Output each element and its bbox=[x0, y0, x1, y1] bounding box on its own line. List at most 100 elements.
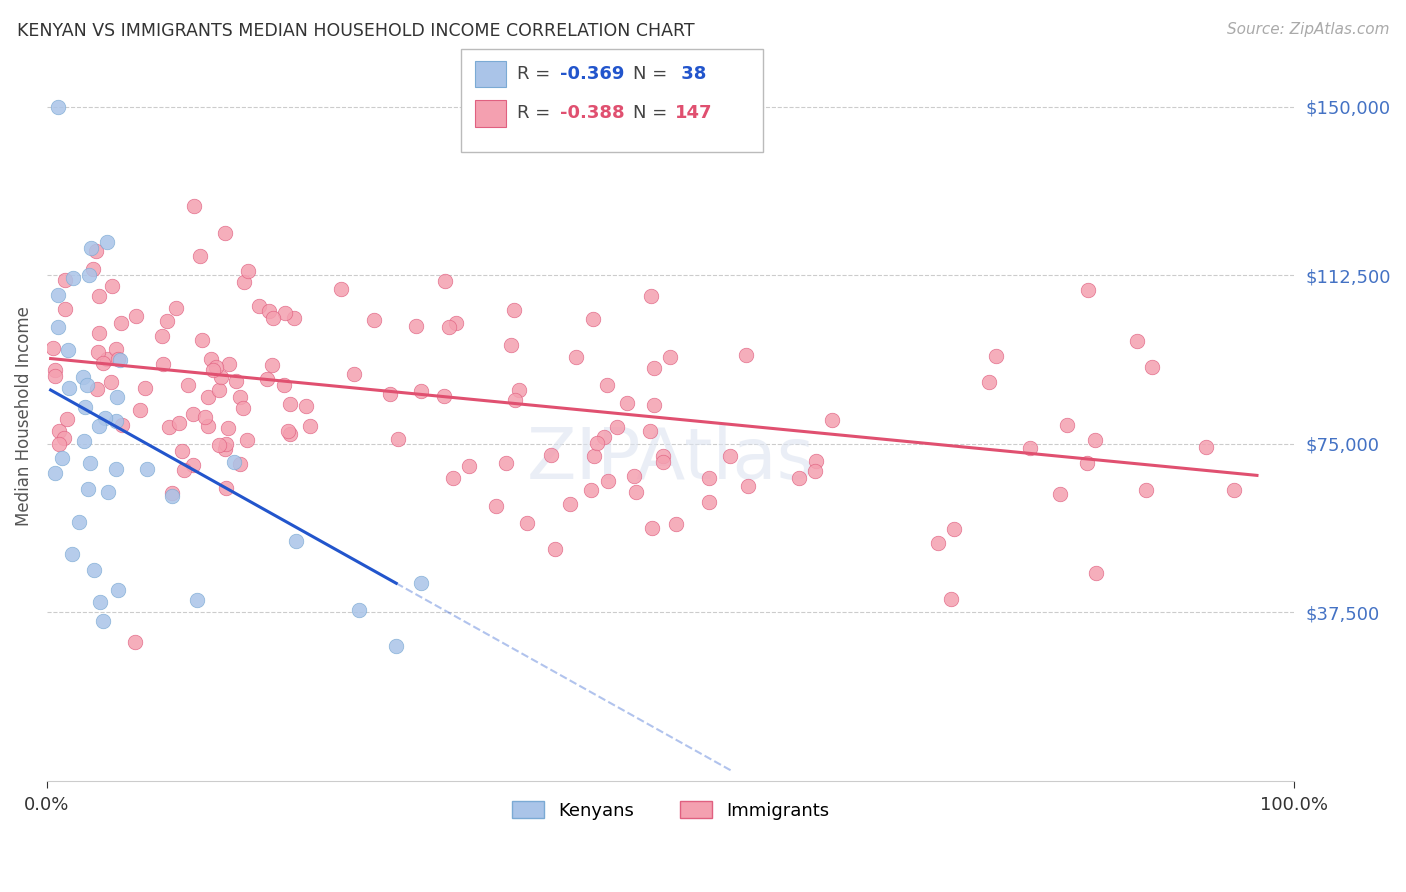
Point bbox=[44, 369, 66, 384]
Point bbox=[194, 410, 217, 425]
Point bbox=[79, 457, 101, 471]
Point bbox=[67, 515, 90, 529]
Point bbox=[83, 563, 105, 577]
Point bbox=[283, 310, 305, 325]
Point bbox=[439, 320, 461, 334]
Point bbox=[80, 241, 103, 255]
Point bbox=[44, 363, 66, 377]
Text: R =: R = bbox=[517, 65, 557, 83]
Point bbox=[540, 448, 562, 462]
Point bbox=[640, 289, 662, 303]
Point bbox=[616, 396, 638, 410]
Text: 38: 38 bbox=[675, 65, 706, 83]
Point bbox=[48, 425, 70, 439]
Text: R =: R = bbox=[517, 104, 557, 122]
Point bbox=[152, 357, 174, 371]
Point bbox=[1076, 456, 1098, 470]
Point bbox=[1142, 360, 1164, 375]
Point bbox=[197, 418, 219, 433]
Point bbox=[1223, 483, 1246, 497]
Point bbox=[1056, 417, 1078, 432]
Point bbox=[135, 462, 157, 476]
Point bbox=[52, 431, 75, 445]
Point bbox=[579, 483, 602, 498]
Point bbox=[209, 370, 232, 384]
Point bbox=[516, 516, 538, 530]
Point bbox=[222, 455, 245, 469]
Point bbox=[277, 425, 299, 439]
Point bbox=[278, 427, 301, 442]
Point bbox=[204, 359, 226, 374]
Point bbox=[105, 342, 128, 356]
Point bbox=[110, 353, 132, 368]
Point bbox=[299, 418, 322, 433]
Point bbox=[1018, 442, 1040, 456]
Point bbox=[89, 288, 111, 302]
Point bbox=[60, 547, 83, 561]
Point bbox=[232, 401, 254, 415]
Point bbox=[651, 455, 673, 469]
Point bbox=[697, 471, 720, 485]
Point bbox=[586, 436, 609, 450]
Point bbox=[58, 381, 80, 395]
Point bbox=[638, 424, 661, 438]
Point bbox=[596, 378, 619, 392]
Point bbox=[565, 350, 588, 364]
Point bbox=[343, 368, 366, 382]
Point bbox=[582, 312, 605, 326]
Point bbox=[87, 419, 110, 434]
Point bbox=[623, 468, 645, 483]
Point bbox=[444, 316, 467, 330]
Text: 147: 147 bbox=[675, 104, 713, 122]
Point bbox=[1084, 433, 1107, 447]
Point bbox=[104, 414, 127, 428]
Point bbox=[86, 383, 108, 397]
Point bbox=[89, 594, 111, 608]
Point bbox=[659, 350, 682, 364]
Point bbox=[606, 420, 628, 434]
Point bbox=[1135, 483, 1157, 497]
Point bbox=[160, 486, 183, 500]
Point bbox=[218, 358, 240, 372]
Point bbox=[186, 592, 208, 607]
Point bbox=[285, 534, 308, 549]
Point bbox=[48, 100, 70, 114]
Point bbox=[718, 449, 741, 463]
Point bbox=[806, 454, 828, 468]
Point bbox=[91, 356, 114, 370]
Point bbox=[821, 413, 844, 427]
Point bbox=[485, 500, 508, 514]
Point bbox=[1125, 334, 1147, 348]
Point bbox=[295, 399, 318, 413]
Point bbox=[236, 433, 259, 447]
Point bbox=[624, 484, 647, 499]
Point bbox=[347, 603, 370, 617]
Point bbox=[1077, 284, 1099, 298]
Point bbox=[441, 471, 464, 485]
Point bbox=[215, 482, 238, 496]
Point bbox=[273, 306, 295, 320]
Point bbox=[170, 444, 193, 458]
Point bbox=[641, 521, 664, 535]
Point bbox=[87, 326, 110, 340]
Text: -0.369: -0.369 bbox=[560, 65, 624, 83]
Point bbox=[247, 299, 270, 313]
Point bbox=[46, 319, 69, 334]
Text: N =: N = bbox=[633, 104, 672, 122]
Point bbox=[197, 390, 219, 404]
Text: -0.388: -0.388 bbox=[560, 104, 624, 122]
Point bbox=[188, 249, 211, 263]
Point bbox=[457, 458, 479, 473]
Point bbox=[984, 349, 1007, 363]
Point bbox=[76, 482, 98, 496]
Point bbox=[93, 410, 115, 425]
Point bbox=[387, 432, 409, 446]
Point bbox=[385, 639, 408, 653]
Point bbox=[643, 398, 665, 412]
Point bbox=[262, 311, 284, 326]
Legend: Kenyans, Immigrants: Kenyans, Immigrants bbox=[505, 794, 837, 827]
Point bbox=[734, 348, 756, 362]
Point bbox=[177, 378, 200, 392]
Point bbox=[42, 341, 65, 355]
Point bbox=[55, 302, 77, 317]
